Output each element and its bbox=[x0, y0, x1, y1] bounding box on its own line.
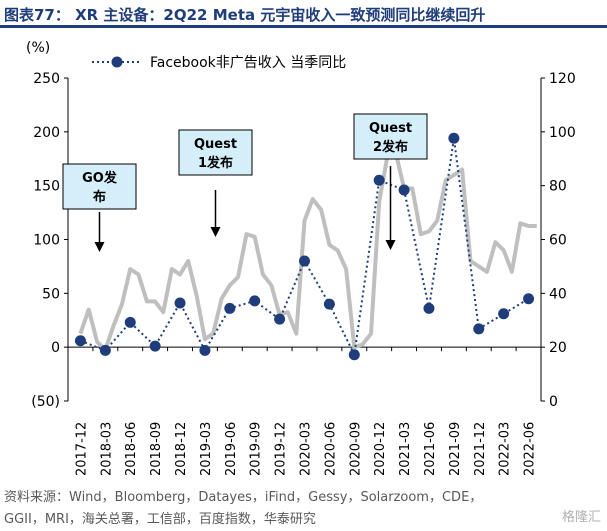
data-point bbox=[398, 184, 410, 196]
left-tick-label: (50) bbox=[31, 394, 60, 410]
x-tick-label: 2018-03 bbox=[99, 422, 114, 476]
annotation-arrow-head bbox=[210, 227, 221, 237]
annotation-label-line1: Quest bbox=[194, 137, 237, 152]
annotation-label-line2: 1发布 bbox=[198, 155, 233, 171]
x-tick-label: 2021-09 bbox=[448, 422, 463, 476]
data-point bbox=[149, 340, 161, 352]
data-point bbox=[373, 174, 385, 186]
watermark: 格隆汇 bbox=[561, 510, 601, 525]
data-point bbox=[124, 316, 136, 328]
data-point bbox=[74, 335, 86, 347]
data-point bbox=[99, 344, 111, 356]
x-tick-label: 2020-12 bbox=[373, 422, 388, 476]
data-point bbox=[299, 255, 310, 267]
data-point bbox=[523, 293, 535, 305]
chart: 250200150100500(50)120100806040200(%)201… bbox=[26, 40, 576, 476]
right-tick-label: 120 bbox=[549, 71, 576, 87]
legend-swatch-marker bbox=[111, 56, 123, 68]
x-tick-label: 2018-09 bbox=[149, 422, 164, 476]
source-line-1: 资料来源：Wind，Bloomberg，Datayes，iFind，Gessy，… bbox=[4, 490, 483, 505]
right-tick-label: 80 bbox=[549, 179, 567, 195]
left-tick-label: 100 bbox=[33, 233, 60, 249]
annotation-box bbox=[178, 129, 253, 176]
data-point bbox=[224, 302, 236, 314]
left-tick-label: 50 bbox=[42, 286, 60, 302]
x-tick-label: 2020-09 bbox=[348, 422, 363, 476]
x-tick-label: 2020-03 bbox=[299, 422, 314, 476]
annotation-label-line2: 布 bbox=[93, 189, 106, 205]
annotation-box bbox=[353, 113, 428, 160]
title-bar: 图表77： XR 主设备：2Q22 Meta 元宇宙收入一致预测同比继续回升 bbox=[0, 0, 607, 28]
data-point bbox=[274, 313, 286, 325]
x-tick-label: 2021-03 bbox=[398, 422, 413, 476]
source-line-2: GGII，MRI，海关总署，工信部，百度指数，华泰研究 bbox=[4, 512, 316, 527]
data-point bbox=[448, 132, 460, 144]
left-tick-label: 0 bbox=[51, 340, 60, 356]
right-tick-label: 0 bbox=[549, 394, 558, 410]
data-point bbox=[473, 323, 485, 335]
left-tick-label: 150 bbox=[33, 179, 60, 195]
x-tick-label: 2022-03 bbox=[498, 422, 513, 476]
x-tick-label: 2018-06 bbox=[124, 422, 139, 476]
data-point bbox=[323, 298, 335, 310]
x-tick-label: 2019-09 bbox=[249, 422, 264, 476]
series-line-secondary bbox=[78, 151, 537, 352]
annotation-label-line2: 2发布 bbox=[373, 139, 408, 155]
left-tick-label: 200 bbox=[33, 125, 60, 141]
right-tick-label: 40 bbox=[549, 286, 567, 302]
chart-title: 图表77： XR 主设备：2Q22 Meta 元宇宙收入一致预测同比继续回升 bbox=[4, 6, 486, 24]
data-point bbox=[423, 302, 435, 314]
annotation-label-line1: GO发 bbox=[82, 170, 118, 186]
x-tick-label: 2021-06 bbox=[423, 422, 438, 476]
data-point bbox=[174, 297, 186, 309]
right-tick-label: 100 bbox=[549, 125, 576, 141]
annotation-arrow-head bbox=[385, 240, 396, 250]
x-tick-label: 2020-06 bbox=[323, 422, 338, 476]
data-point bbox=[348, 349, 360, 361]
x-tick-label: 2022-06 bbox=[523, 422, 538, 476]
x-tick-label: 2018-12 bbox=[174, 422, 189, 476]
right-tick-label: 60 bbox=[549, 233, 567, 249]
legend-label: Facebook非广告收入 当季同比 bbox=[150, 55, 346, 71]
annotation-box bbox=[62, 163, 137, 210]
data-point bbox=[498, 308, 510, 320]
data-point bbox=[249, 295, 261, 307]
x-tick-label: 2019-06 bbox=[224, 422, 239, 476]
left-tick-label: 250 bbox=[33, 71, 60, 87]
x-tick-label: 2017-12 bbox=[74, 422, 89, 476]
data-point bbox=[199, 344, 211, 356]
y-axis-unit: (%) bbox=[26, 40, 50, 56]
annotation-label-line1: Quest bbox=[369, 121, 412, 136]
right-tick-label: 20 bbox=[549, 340, 567, 356]
x-tick-label: 2019-03 bbox=[199, 422, 214, 476]
x-tick-label: 2019-12 bbox=[274, 422, 289, 476]
x-tick-label: 2021-12 bbox=[473, 422, 488, 476]
annotation-arrow-head bbox=[94, 242, 105, 252]
